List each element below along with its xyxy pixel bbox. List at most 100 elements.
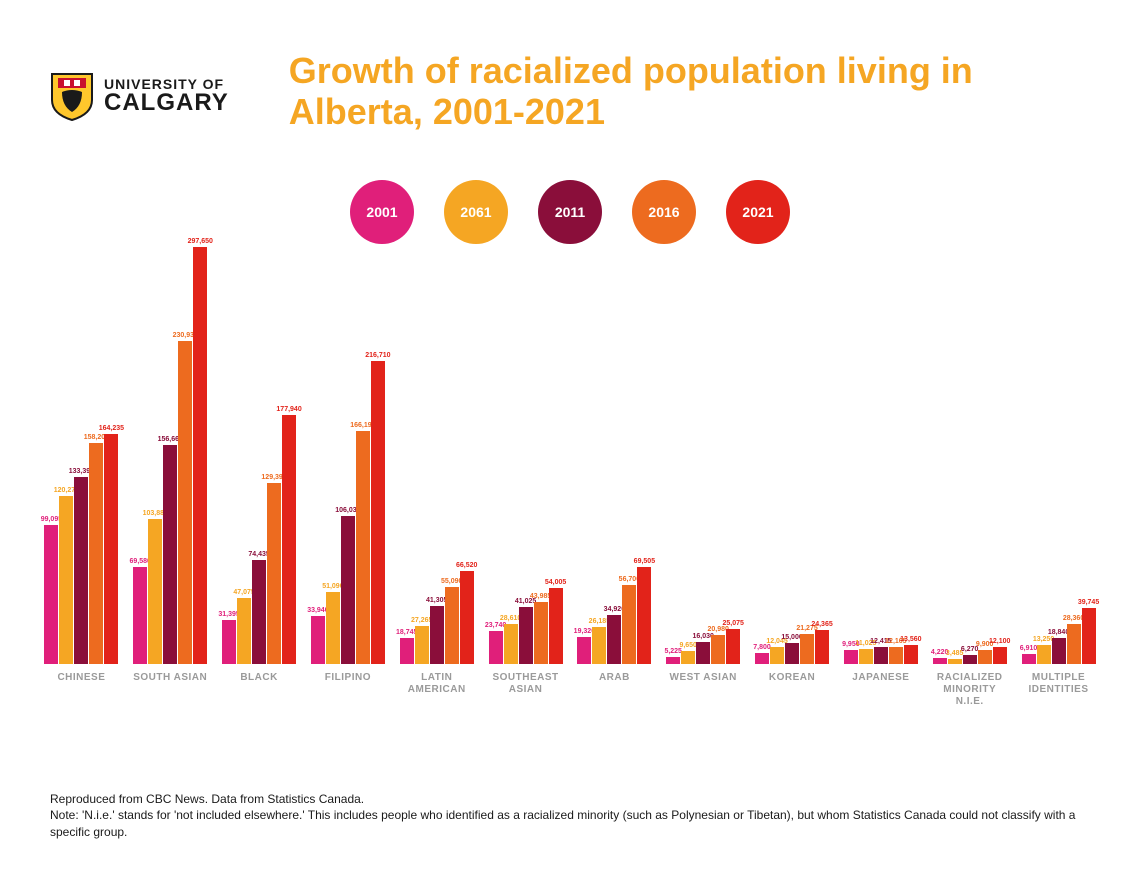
bar-wrap: 27,265: [415, 617, 429, 664]
bar-value-label: 177,940: [276, 406, 301, 413]
bar: [133, 567, 147, 664]
bar-wrap: 26,185: [592, 618, 606, 664]
bar-wrap: 20,980: [711, 626, 725, 664]
bar-wrap: 28,360: [1067, 615, 1081, 664]
category-label: RACIALIZEDMINORITY N.I.E.: [928, 672, 1011, 700]
bar-wrap: 23,740: [489, 622, 503, 664]
bar-wrap: 6,910: [1022, 645, 1036, 664]
bar-wrap: 7,800: [755, 644, 769, 664]
bar: [681, 651, 695, 665]
bar-wrap: 47,075: [237, 589, 251, 664]
shield-icon: [50, 70, 94, 122]
bar-wrap: 66,520: [460, 562, 474, 664]
bars: 23,74028,61041,02543,98554,005: [484, 244, 567, 664]
bar: [696, 642, 710, 664]
bar-wrap: 21,275: [800, 625, 814, 664]
bar-wrap: 297,650: [193, 238, 207, 664]
bar-wrap: 56,700: [622, 576, 636, 664]
bar: [222, 620, 236, 664]
bar: [400, 638, 414, 664]
group-latin-american: 18,74527,26541,30555,09066,520LATINAMERI…: [395, 244, 478, 700]
group-southeast-asian: 23,74028,61041,02543,98554,005 SOUTHEASTA…: [484, 244, 567, 700]
bar-chart: 99,095120,270133,390158,200164,235CHINES…: [40, 280, 1100, 740]
bar: [770, 647, 784, 664]
bar-value-label: 7,800: [753, 644, 771, 651]
bar: [592, 627, 606, 664]
category-label: KOREAN: [769, 672, 815, 700]
header: UNIVERSITY OF CALGARY Growth of racializ…: [50, 50, 1090, 133]
chart-title: Growth of racialized population living i…: [289, 50, 1090, 133]
bar: [963, 655, 977, 664]
bar-value-label: 13,560: [900, 636, 921, 643]
bar: [445, 587, 459, 664]
bar-wrap: 230,930: [178, 332, 192, 664]
bar-value-label: 5,225: [664, 648, 682, 655]
bar: [666, 657, 680, 664]
footer-note: Reproduced from CBC News. Data from Stat…: [50, 791, 1090, 841]
bars: 5,2259,65016,03020,98025,075: [662, 244, 745, 664]
bar-wrap: 55,090: [445, 578, 459, 664]
bars: 6,91013,25018,84028,36039,745: [1017, 244, 1100, 664]
bars: 99,095120,270133,390158,200164,235: [40, 244, 123, 664]
bar-wrap: 69,505: [637, 558, 651, 664]
bar: [371, 361, 385, 664]
bar-wrap: 15,000: [785, 634, 799, 664]
bar: [104, 434, 118, 664]
bar: [282, 415, 296, 664]
bar: [326, 592, 340, 664]
bar-wrap: 3,485: [948, 650, 962, 664]
category-label: JAPANESE: [852, 672, 909, 700]
bar-wrap: 164,235: [104, 425, 118, 664]
bar: [163, 445, 177, 664]
bar-value-label: 12,100: [989, 638, 1010, 645]
bar: [311, 616, 325, 664]
bar-wrap: 4,220: [933, 649, 947, 664]
bar-wrap: 12,045: [770, 638, 784, 664]
bar-wrap: 28,610: [504, 615, 518, 664]
bar: [785, 643, 799, 664]
bar: [415, 626, 429, 664]
bar-wrap: 19,320: [577, 628, 591, 664]
bar-wrap: 25,075: [726, 620, 740, 664]
bar-wrap: 12,100: [993, 638, 1007, 664]
bar: [178, 341, 192, 664]
category-label: CHINESE: [57, 672, 105, 700]
bar-wrap: 129,390: [267, 474, 281, 664]
group-black: 31,39547,07574,435129,390177,940BLACK: [218, 244, 301, 700]
bar: [193, 247, 207, 664]
category-label: WEST ASIAN: [670, 672, 737, 700]
bar-value-label: 24,365: [811, 621, 832, 628]
bar: [356, 431, 370, 664]
category-label: FILIPINO: [325, 672, 371, 700]
bar: [577, 637, 591, 664]
legend: 20012061201120162021: [0, 180, 1140, 244]
bar-wrap: 18,840: [1052, 629, 1066, 664]
bar-wrap: 103,885: [148, 510, 162, 664]
bar-wrap: 177,940: [282, 406, 296, 664]
bar-wrap: 31,395: [222, 611, 236, 664]
bars: 69,580103,885156,665230,930297,650: [129, 244, 212, 664]
bar-wrap: 9,650: [681, 642, 695, 665]
bar-wrap: 166,195: [356, 422, 370, 664]
category-label: MULTIPLEIDENTITIES: [1029, 672, 1089, 700]
bars: 4,2203,4856,2709,90012,100: [928, 244, 1011, 664]
bar: [549, 588, 563, 664]
bars: 33,94051,090106,035166,195216,710: [306, 244, 389, 664]
category-label: LATINAMERICAN: [408, 672, 466, 700]
bar: [637, 567, 651, 664]
bar-wrap: 158,200: [89, 434, 103, 664]
bar-wrap: 39,745: [1082, 599, 1096, 664]
bar-value-label: 6,910: [1020, 645, 1038, 652]
bar-wrap: 5,225: [666, 648, 680, 664]
group-racialized-minority-n.i.e.: 4,2203,4856,2709,90012,100 RACIALIZEDMINO…: [928, 244, 1011, 700]
bar-value-label: 297,650: [188, 238, 213, 245]
bar-wrap: 13,560: [904, 636, 918, 664]
bar-value-label: 164,235: [99, 425, 124, 432]
bar: [933, 658, 947, 664]
group-korean: 7,80012,04515,00021,27524,365KOREAN: [751, 244, 834, 700]
category-label: SOUTHEASTASIAN: [492, 672, 558, 700]
bar-wrap: 24,365: [815, 621, 829, 664]
bar-wrap: 16,030: [696, 633, 710, 664]
bar: [815, 630, 829, 664]
bar: [1082, 608, 1096, 664]
